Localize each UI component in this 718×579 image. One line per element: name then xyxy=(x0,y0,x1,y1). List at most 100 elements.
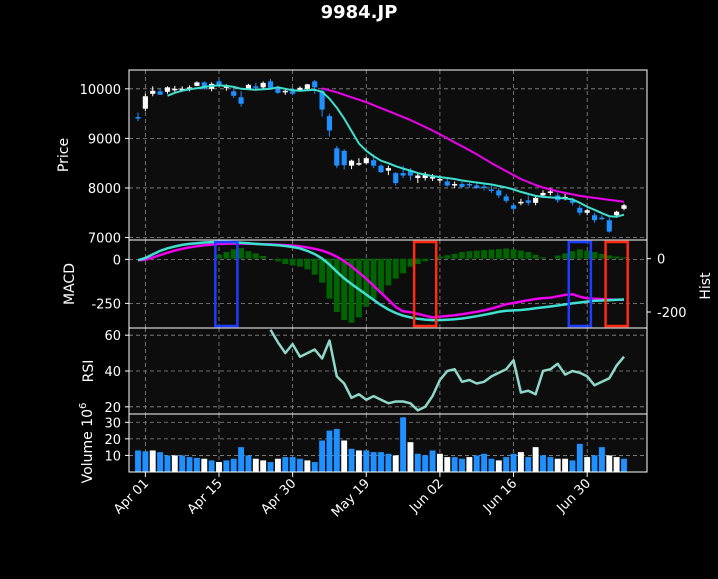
candle-body xyxy=(393,173,399,184)
volume-bar xyxy=(252,458,259,472)
rsi-y-tick-label: 40 xyxy=(104,365,121,380)
hist-bar xyxy=(407,258,414,267)
hist-bar xyxy=(378,258,384,294)
hist-bar xyxy=(598,253,605,259)
x-tick-label: May 19 xyxy=(329,476,373,520)
candle-body xyxy=(253,86,259,88)
volume-bar xyxy=(348,448,355,472)
price-panel-bg xyxy=(129,70,647,240)
volume-bar xyxy=(466,457,473,472)
candle-body xyxy=(400,173,406,176)
candle-body xyxy=(267,81,274,88)
sma-slow-line xyxy=(321,87,625,203)
hist-bar xyxy=(510,249,517,259)
volume-bar xyxy=(414,453,421,472)
candle-body xyxy=(444,181,450,186)
price-y-tick-label: 9000 xyxy=(88,132,121,147)
hist-bar xyxy=(252,253,259,259)
volume-bar xyxy=(436,453,443,472)
volume-bar xyxy=(297,458,303,472)
candle-body xyxy=(569,200,576,203)
volume-bar xyxy=(481,453,488,472)
hist-bar xyxy=(385,258,392,286)
volume-bar xyxy=(326,430,333,472)
volume-bar xyxy=(245,455,252,472)
candle-body xyxy=(150,90,156,94)
x-tick-label: Apr 15 xyxy=(185,476,226,517)
rsi-line xyxy=(269,329,625,412)
volume-bar xyxy=(422,455,429,472)
candle-body xyxy=(304,84,310,89)
hist-bar xyxy=(422,258,429,262)
volume-bar xyxy=(223,460,230,472)
candle-body xyxy=(216,81,222,85)
candle-body xyxy=(135,117,141,119)
hist-bar xyxy=(540,257,546,259)
volume-bar xyxy=(547,457,554,472)
volume-bar xyxy=(333,428,340,472)
candle-body xyxy=(407,170,414,176)
x-tick-label: Apr 01 xyxy=(111,476,152,517)
price-y-tick-label: 10000 xyxy=(80,83,121,98)
candle-body xyxy=(371,160,377,166)
volume-bar xyxy=(135,450,141,472)
volume-y-tick-label: 20 xyxy=(104,433,121,448)
signal-marker-red xyxy=(604,240,629,328)
hist-bar xyxy=(459,252,465,259)
hist-bar xyxy=(238,248,245,259)
candle-body xyxy=(584,210,590,213)
volume-bar xyxy=(621,458,627,472)
candle-body xyxy=(415,175,421,179)
signal-marker-blue xyxy=(214,240,239,328)
candle-body xyxy=(164,87,171,92)
candle-body xyxy=(614,211,620,216)
candle-body xyxy=(275,88,281,93)
volume-bar xyxy=(289,457,296,472)
candle-body xyxy=(496,190,502,196)
candle-body xyxy=(385,168,391,171)
candle-body xyxy=(319,90,325,110)
volume-bar xyxy=(554,458,561,472)
rsi-y-tick-label: 60 xyxy=(104,329,121,344)
hist-bar xyxy=(245,251,252,259)
x-tick-label: Apr 30 xyxy=(258,476,299,517)
volume-y-tick-label: 10 xyxy=(104,449,121,464)
volume-axis-label: Volume 106 xyxy=(78,403,96,484)
volume-bar xyxy=(576,443,583,472)
volume-bar xyxy=(473,455,480,472)
macd-axis-label: MACD xyxy=(62,263,78,305)
volume-bar xyxy=(606,455,613,472)
volume-bar xyxy=(613,457,620,472)
hist-bar xyxy=(532,254,539,259)
candle-body xyxy=(591,215,598,221)
volume-bar xyxy=(517,452,524,472)
volume-bar xyxy=(201,458,208,472)
hist-bar xyxy=(282,258,289,264)
volume-bar xyxy=(230,458,237,472)
hist-bar xyxy=(274,258,281,262)
hist-bar xyxy=(392,258,399,279)
volume-bar xyxy=(598,447,605,472)
hist-bar xyxy=(436,256,443,259)
hist-bar xyxy=(304,258,311,270)
hist-bar xyxy=(621,257,627,259)
candle-body xyxy=(525,200,531,203)
volume-bar xyxy=(274,458,281,472)
volume-bar xyxy=(540,455,546,472)
candle-body xyxy=(290,91,296,94)
volume-bar xyxy=(179,455,186,472)
volume-bar xyxy=(451,457,458,472)
candle-body xyxy=(326,116,333,131)
hist-bar xyxy=(223,252,230,259)
hist-bar xyxy=(584,250,591,259)
hist-bar xyxy=(591,252,598,259)
candle-body xyxy=(378,165,384,173)
volume-bar xyxy=(164,455,171,472)
hist-bar xyxy=(613,256,620,259)
candle-body xyxy=(577,207,583,213)
volume-bar xyxy=(495,460,502,472)
candle-body xyxy=(429,177,436,179)
volume-bar xyxy=(355,450,362,472)
volume-bar xyxy=(171,455,178,472)
